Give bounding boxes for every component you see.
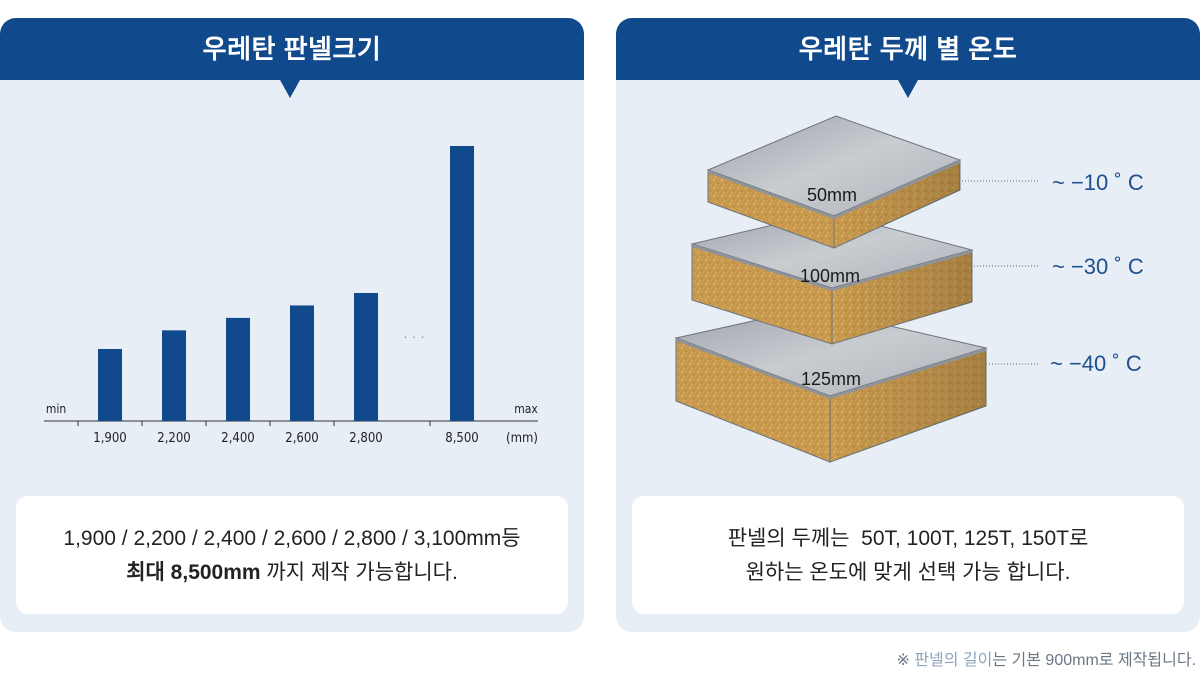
panel-size: 우레탄 판넬크기 min max · · · (mm) 1,900 2,200 2,… <box>0 18 584 632</box>
size-caption-max: 최대 8,500mm <box>126 561 261 584</box>
thickness-caption-line1: 판넬의 두께는 50T, 100T, 125T, 150T로 <box>727 527 1089 550</box>
bars-layer: 1,900 2,200 2,400 2,600 2,800 8,500 <box>77 146 479 446</box>
size-caption: 1,900 / 2,200 / 2,400 / 2,600 / 2,800 / … <box>16 496 568 614</box>
footnote-prefix: ※ <box>896 652 915 669</box>
x-tick-label: 8,500 <box>445 431 478 446</box>
header-pointer-arrow <box>898 80 918 98</box>
size-caption-rest: 까지 제작 가능합니다. <box>260 561 458 584</box>
bar-2,800 <box>354 293 378 421</box>
length-footnote: ※ 판넬의 길이는 기본 900mm로 제작됩니다. <box>896 646 1196 670</box>
x-unit-label: (mm) <box>506 431 538 446</box>
x-tick-label: 2,200 <box>157 431 190 446</box>
axis-min-label: min <box>46 402 66 416</box>
thickness-caption: 판넬의 두께는 50T, 100T, 125T, 150T로 원하는 온도에 맞… <box>632 496 1184 614</box>
panel-125mm-temp: ~ −40 ˚ C <box>1050 351 1142 376</box>
x-tick-label: 1,900 <box>93 431 126 446</box>
panel-125mm-label: 125mm <box>801 369 861 389</box>
size-caption-line1: 1,900 / 2,200 / 2,400 / 2,600 / 2,800 / … <box>63 527 521 550</box>
panel-50mm-label: 50mm <box>807 185 857 205</box>
gap-marker: · · · <box>403 328 425 344</box>
bar-8,500 <box>450 146 474 421</box>
panel-125mm: 125mm ~ −40 ˚ C <box>674 307 1142 463</box>
footnote-highlight: 판넬의 길이 <box>914 652 993 669</box>
bar-2,200 <box>162 330 186 421</box>
panel-size-header: 우레탄 판넬크기 <box>0 18 584 98</box>
panel-100mm-temp: ~ −30 ˚ C <box>1052 254 1144 279</box>
size-caption-line2: 최대 8,500mm 까지 제작 가능합니다. <box>16 556 568 590</box>
panel-50mm-temp: ~ −10 ˚ C <box>1052 170 1144 195</box>
panel-100mm: 100mm ~ −30 ˚ C <box>690 211 1144 345</box>
thickness-caption-line2: 원하는 온도에 맞게 선택 가능 합니다. <box>745 561 1071 584</box>
panel-50mm: 50mm ~ −10 ˚ C <box>706 115 1144 249</box>
bar-1,900 <box>98 349 122 421</box>
panel-thickness: 우레탄 두께 별 온도 <box>616 18 1200 632</box>
footnote-rest: 는 기본 900mm로 제작됩니다. <box>992 652 1196 669</box>
x-tick-label: 2,600 <box>285 431 318 446</box>
bar-2,600 <box>290 305 314 421</box>
axis-max-label: max <box>514 402 538 416</box>
panel-100mm-label: 100mm <box>800 266 860 286</box>
panel-thickness-title: 우레탄 두께 별 온도 <box>798 34 1018 64</box>
x-tick-label: 2,800 <box>349 431 382 446</box>
size-bar-chart: min max · · · (mm) 1,900 2,200 2,400 2,600 2… <box>44 146 538 446</box>
bar-2,400 <box>226 317 250 421</box>
x-tick-label: 2,400 <box>221 431 254 446</box>
panel-size-title: 우레탄 판넬크기 <box>202 34 382 64</box>
panel-thickness-header: 우레탄 두께 별 온도 <box>616 18 1200 98</box>
panel-stack-illustration: 125mm ~ −40 ˚ C 100mm ~ −30 ˚ C 50mm ~ − <box>674 115 1144 463</box>
header-pointer-arrow <box>280 80 300 98</box>
